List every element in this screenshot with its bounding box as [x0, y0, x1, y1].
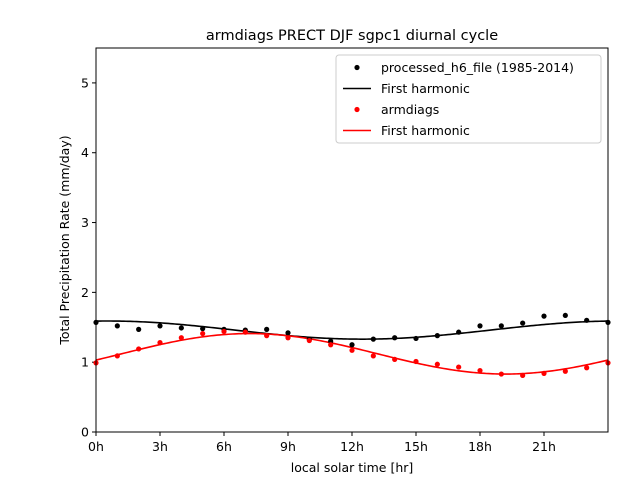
legend-marker-swatch	[354, 106, 360, 113]
plot-frame	[95, 47, 609, 433]
data-point-2	[498, 371, 504, 377]
y-tick-label: 0	[81, 425, 89, 440]
data-point-2	[520, 372, 526, 379]
data-point-0	[413, 335, 419, 342]
data-point-2	[477, 367, 483, 374]
data-point-0	[584, 317, 590, 323]
data-point-2	[456, 364, 462, 370]
x-axis-label: local solar time [hr]	[291, 460, 414, 475]
data-point-2	[370, 353, 376, 359]
data-point-0	[498, 323, 504, 329]
legend-label: processed_h6_file (1985-2014)	[381, 60, 574, 75]
x-tick-label: 15h	[404, 439, 428, 454]
data-point-2	[285, 335, 291, 341]
legend-label: armdiags	[381, 102, 439, 117]
data-point-0	[562, 312, 568, 319]
legend-label: First harmonic	[381, 81, 470, 96]
y-tick-label: 3	[81, 215, 89, 230]
data-point-0	[178, 325, 184, 331]
data-point-2	[242, 329, 248, 335]
x-tick-label: 12h	[340, 439, 364, 454]
y-axis-label: Total Precipitation Rate (mm/day)	[57, 135, 72, 345]
data-point-2	[541, 370, 547, 376]
data-point-2	[584, 365, 590, 371]
data-point-2	[392, 356, 398, 362]
data-point-0	[477, 323, 483, 329]
data-point-0	[200, 326, 206, 332]
data-point-2	[562, 368, 568, 374]
data-point-0	[349, 342, 355, 348]
data-point-0	[541, 313, 547, 319]
legend-marker-swatch	[354, 64, 360, 71]
data-point-0	[456, 329, 462, 335]
data-point-0	[370, 336, 376, 342]
data-point-2	[349, 347, 355, 353]
y-tick-label: 4	[81, 145, 89, 160]
data-point-0	[264, 326, 270, 332]
x-tick-label: 6h	[216, 439, 232, 454]
data-point-2	[413, 358, 419, 365]
data-point-2	[434, 361, 440, 367]
data-point-2	[157, 340, 163, 346]
data-point-0	[285, 330, 291, 336]
data-point-0	[157, 323, 163, 329]
legend-frame	[335, 54, 602, 144]
data-point-0	[136, 326, 142, 332]
y-tick-label: 1	[81, 355, 89, 370]
y-tick-label: 5	[81, 75, 89, 90]
x-tick-label: 18h	[468, 439, 492, 454]
axis-ticks: 0h 3h 6h 9h 12h 15h 18h 21h 0 1 2 3 4 5	[81, 75, 556, 454]
y-tick-label: 2	[81, 285, 89, 300]
data-point-2	[136, 346, 142, 352]
x-tick-label: 21h	[532, 439, 556, 454]
chart-title: armdiags PRECT DJF sgpc1 diurnal cycle	[206, 28, 498, 44]
data-point-2	[221, 328, 227, 335]
data-point-0	[434, 333, 440, 339]
data-point-2	[178, 335, 184, 341]
legend-label: First harmonic	[381, 123, 470, 138]
data-point-2	[114, 353, 120, 359]
data-point-2	[306, 337, 312, 344]
x-tick-label: 0h	[88, 439, 104, 454]
harmonic-line-1	[95, 320, 609, 340]
data-point-2	[328, 342, 334, 348]
data-point-0	[114, 323, 120, 329]
data-point-0	[392, 335, 398, 341]
data-point-2	[264, 333, 270, 339]
data-point-0	[520, 320, 526, 326]
x-tick-label: 9h	[280, 439, 296, 454]
x-tick-label: 3h	[152, 439, 168, 454]
legend: processed_h6_file (1985-2014) First harmo…	[335, 54, 602, 144]
data-point-2	[200, 330, 206, 337]
